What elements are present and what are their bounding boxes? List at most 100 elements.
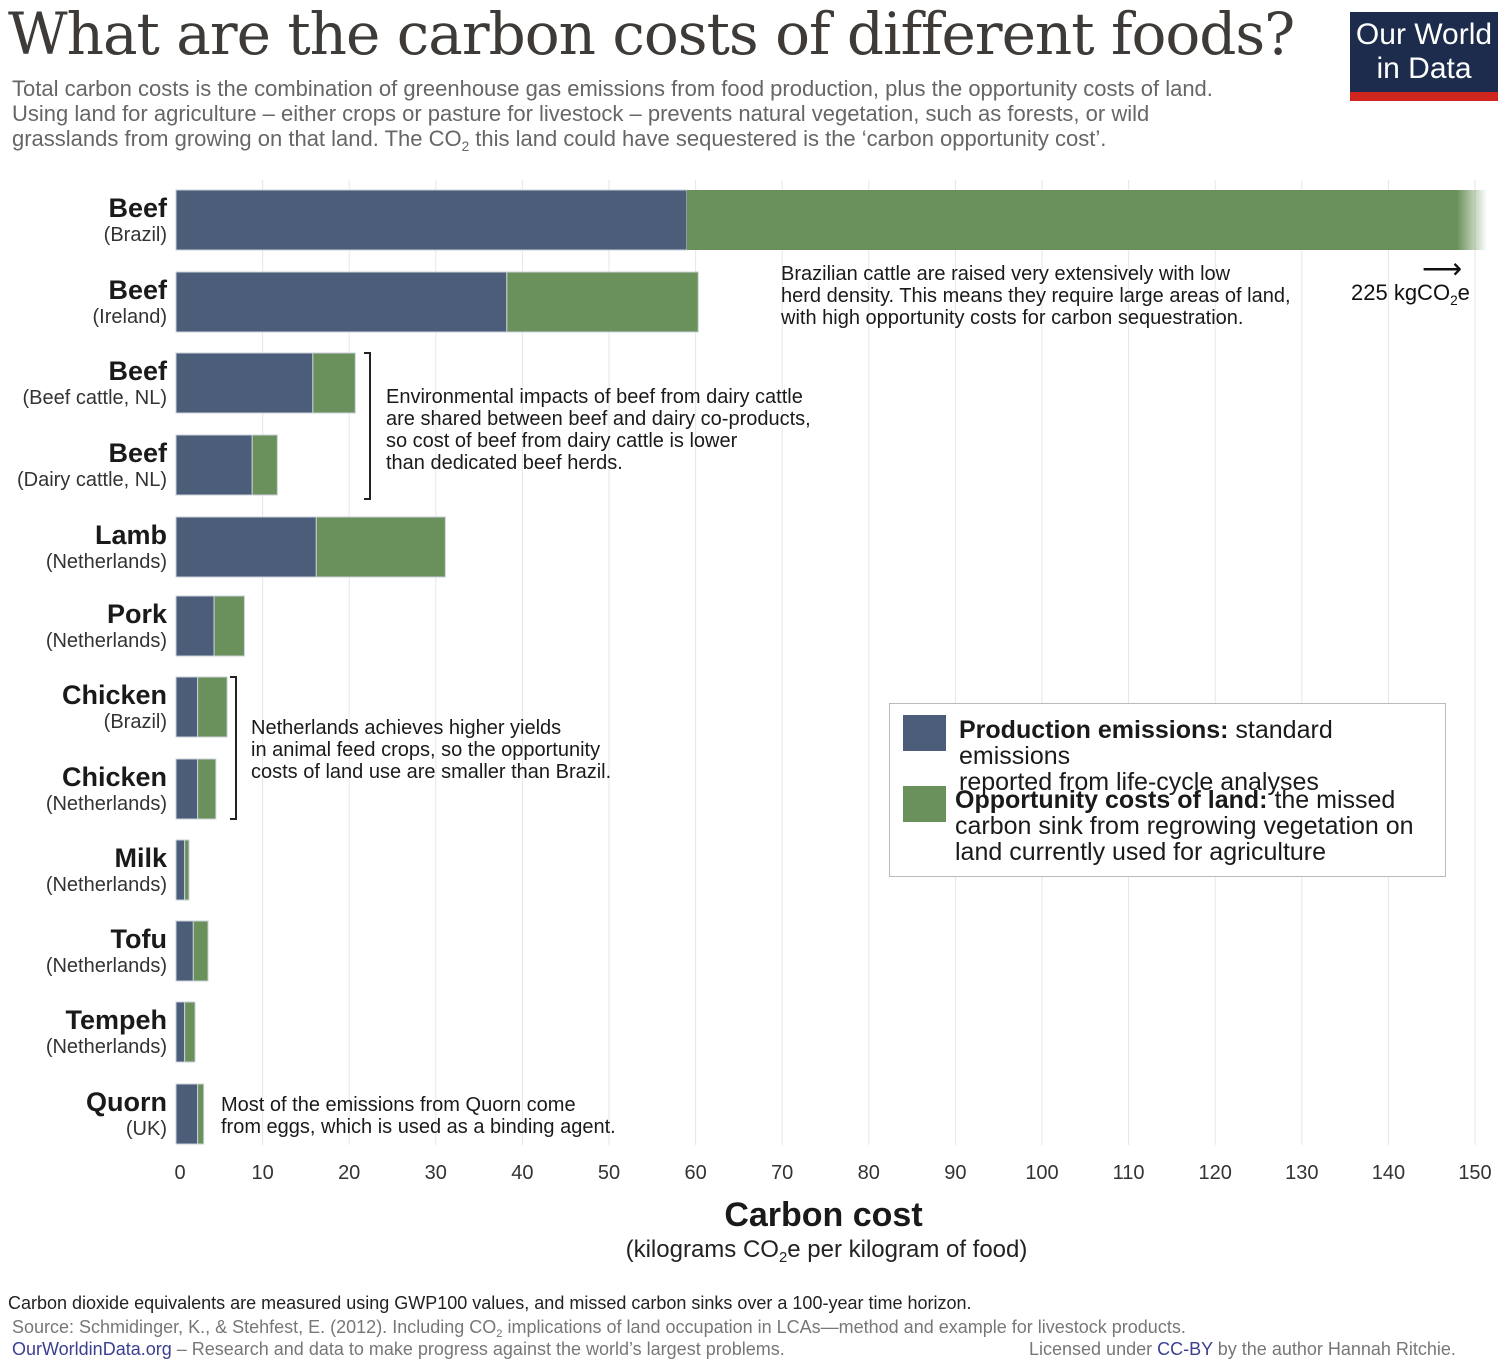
- subscript: 2: [496, 1327, 503, 1340]
- legend-text: land currently used for agriculture: [955, 838, 1327, 866]
- logo-red-bar: [1350, 92, 1498, 101]
- x-tick-label: 60: [684, 1162, 706, 1180]
- x-tick-label: 130: [1285, 1162, 1318, 1180]
- category-labels: Beef(Brazil)Beef(Ireland)Beef(Beef cattl…: [17, 193, 168, 1140]
- bar-opportunity: [506, 271, 699, 333]
- bracket-beef-nl: [364, 352, 371, 500]
- category-sublabel: (Netherlands): [46, 1036, 167, 1058]
- category-label: Pork: [107, 599, 168, 629]
- bar-opportunity: [197, 676, 228, 738]
- chart-plot-area: Beef(Brazil)Beef(Ireland)Beef(Beef cattl…: [17, 180, 1492, 1180]
- license-text: by the author Hannah Ritchie.: [1212, 1339, 1456, 1359]
- x-tick-label: 70: [771, 1162, 793, 1180]
- axis-sub-text: e per kilogram of food): [787, 1236, 1028, 1263]
- logo-line-1: Our World: [1355, 18, 1493, 51]
- category-sublabel: (Ireland): [93, 306, 167, 328]
- cc-by-link[interactable]: CC-BY: [1157, 1339, 1213, 1359]
- subtitle-line-1: Total carbon costs is the combination of…: [12, 76, 1213, 101]
- x-tick-label: 140: [1372, 1162, 1405, 1180]
- bar-production: [175, 189, 688, 251]
- subtitle-text: this land could have sequestered is the …: [469, 126, 1107, 151]
- legend: Production emissions: standard emissions…: [889, 703, 1446, 877]
- subtitle-line-2: Using land for agriculture – either crop…: [12, 101, 1150, 126]
- legend-label-bold: Production emissions:: [959, 716, 1229, 744]
- category-sublabel: (Netherlands): [46, 793, 167, 815]
- x-tick-label: 20: [338, 1162, 360, 1180]
- footer-source: Source: Schmidinger, K., & Stehfest, E. …: [12, 1317, 1186, 1340]
- legend-text: standard emissions: [959, 716, 1333, 770]
- bar-production: [175, 434, 253, 496]
- legend-label-bold: Opportunity costs of land:: [955, 786, 1268, 814]
- total-unit-tail: e: [1457, 280, 1470, 305]
- category-sublabel: (Beef cattle, NL): [22, 387, 167, 409]
- category-label: Chicken: [62, 680, 167, 710]
- bar-opportunity: [251, 434, 278, 496]
- category-sublabel: (Netherlands): [46, 874, 167, 896]
- license-text: Licensed under: [1029, 1339, 1158, 1359]
- category-label: Beef: [108, 275, 168, 305]
- category-label: Milk: [114, 843, 167, 873]
- site-tagline: – Research and data to make progress aga…: [171, 1339, 785, 1359]
- x-axis-title: Carbon cost: [724, 1196, 923, 1234]
- x-tick-label: 50: [598, 1162, 620, 1180]
- legend-text: reported from life-cycle analyses: [959, 768, 1319, 796]
- category-sublabel: (Netherlands): [46, 551, 167, 573]
- category-sublabel: (Brazil): [104, 224, 167, 246]
- annotation-brazil-beef: Brazilian cattle are raised very extensi…: [781, 263, 1291, 329]
- bars: [175, 189, 1487, 1145]
- x-axis-subtitle: (kilograms CO2e per kilogram of food): [0, 1236, 1509, 1266]
- subtitle-line-3: grasslands from growing on that land. Th…: [12, 126, 1352, 154]
- bar-production: [175, 271, 508, 333]
- owid-site-link[interactable]: OurWorldinData.org: [12, 1339, 172, 1359]
- legend-text: carbon sink from regrowing vegetation on: [955, 812, 1414, 840]
- category-sublabel: (Brazil): [104, 711, 167, 733]
- bar-production: [175, 920, 194, 982]
- bar-opportunity: [213, 595, 245, 657]
- x-tick-label: 80: [858, 1162, 880, 1180]
- category-sublabel: (Dairy cattle, NL): [17, 469, 167, 491]
- annotation-brackets: [230, 352, 371, 820]
- bar-production: [175, 1083, 199, 1145]
- source-text: implications of land occupation in LCAs—…: [502, 1317, 1186, 1337]
- bar-opportunity: [315, 516, 446, 578]
- category-label: Tempeh: [65, 1005, 167, 1035]
- bar-production: [175, 758, 199, 820]
- x-tick-label: 10: [251, 1162, 273, 1180]
- footer-site: OurWorldinData.org – Research and data t…: [12, 1339, 785, 1360]
- bar-opportunity: [197, 758, 217, 820]
- bar-opportunity: [192, 920, 209, 982]
- x-tick-label: 40: [511, 1162, 533, 1180]
- annotation-chicken: Netherlands achieves higher yields in an…: [251, 717, 612, 783]
- legend-text: the missed: [1267, 786, 1396, 814]
- chart-subtitle: Total carbon costs is the combination of…: [12, 76, 1352, 154]
- bar-opportunity: [686, 190, 1457, 250]
- x-tick-label: 0: [174, 1162, 185, 1180]
- subtitle-text: grasslands from growing on that land. Th…: [12, 126, 462, 151]
- legend-swatch-production: [903, 715, 946, 751]
- subscript: 2: [461, 138, 470, 154]
- total-value: 225 kgCO: [1351, 280, 1451, 305]
- bar-production: [175, 352, 314, 414]
- subscript: 2: [1450, 292, 1458, 308]
- x-tick-label: 150: [1458, 1162, 1491, 1180]
- bar-opportunity: [197, 1083, 205, 1145]
- category-label: Beef: [108, 438, 168, 468]
- x-tick-labels: 0 10 20 30 40 50 60 70 80 90 100 110 120 130 140 150: [174, 1162, 1491, 1180]
- chart-title: What are the carbon costs of different f…: [8, 0, 1295, 68]
- category-label: Chicken: [62, 762, 167, 792]
- footer-license: Licensed under CC-BY by the author Hanna…: [1029, 1339, 1456, 1360]
- category-label: Tofu: [111, 924, 167, 954]
- axis-sub-text: (kilograms CO: [625, 1236, 779, 1263]
- x-tick-label: 100: [1025, 1162, 1058, 1180]
- logo-line-2: in Data: [1376, 52, 1472, 85]
- bar-opportunity-fade: [1457, 190, 1487, 250]
- bar-production: [175, 516, 317, 578]
- annotation-quorn: Most of the emissions from Quorn come fr…: [221, 1094, 616, 1138]
- right-arrow-icon: ⟶: [1422, 253, 1463, 284]
- x-tick-label: 30: [425, 1162, 447, 1180]
- owid-logo[interactable]: Our World in Data: [1350, 12, 1498, 101]
- bar-production: [175, 1001, 186, 1063]
- legend-item-opportunity: Opportunity costs of land: the missed ca…: [955, 787, 1414, 865]
- bar-opportunity: [184, 1001, 196, 1063]
- bar-opportunity: [312, 352, 356, 414]
